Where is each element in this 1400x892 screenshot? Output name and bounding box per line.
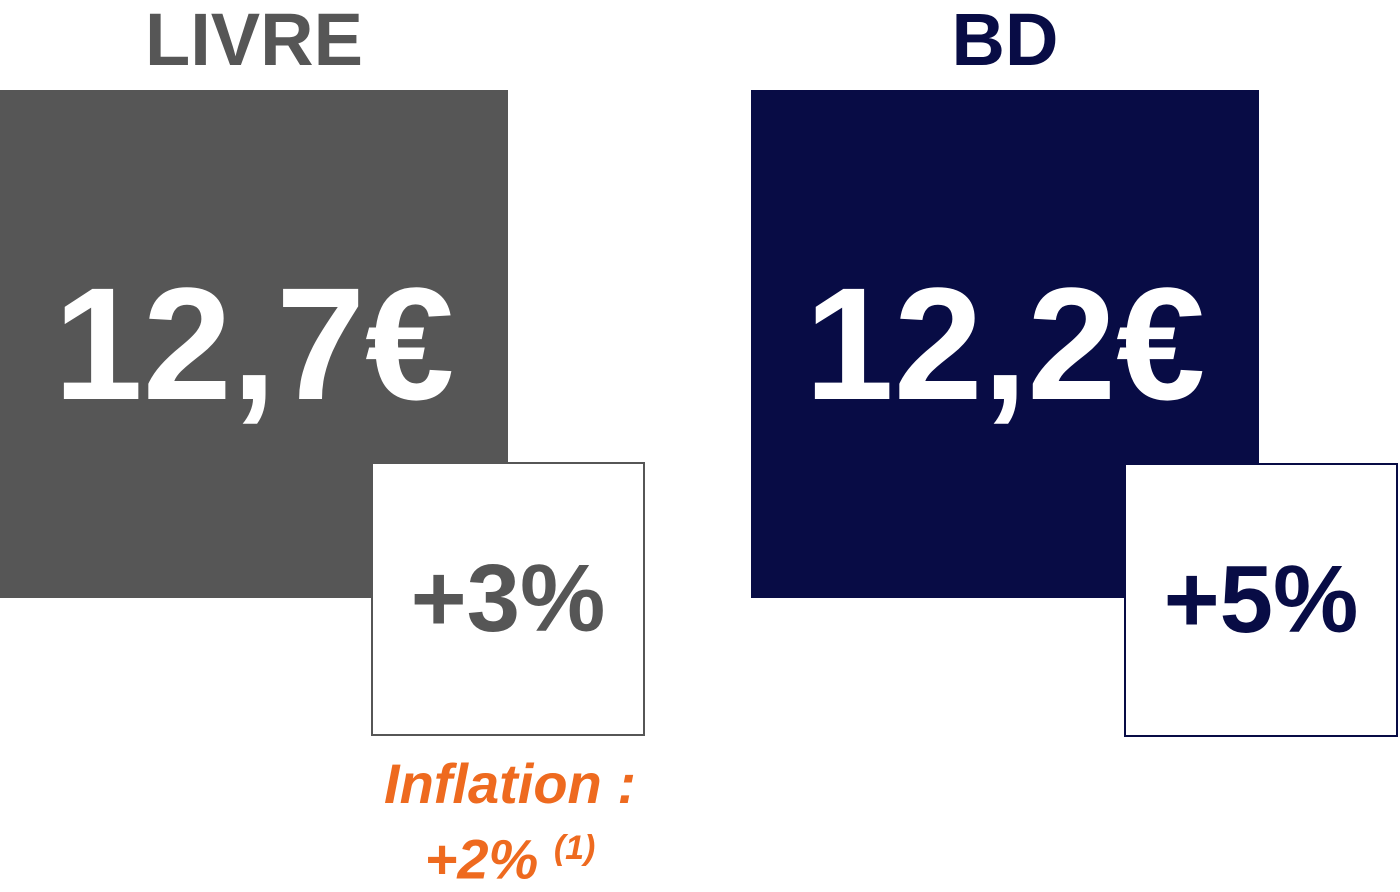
note-line: Inflation :	[384, 752, 636, 815]
panel-title: LIVRE	[145, 0, 363, 81]
change-box: +3%	[371, 462, 645, 736]
price: 12,2€	[804, 254, 1206, 433]
note-ref: (1)	[553, 829, 596, 867]
price-box: 12,7€	[0, 90, 508, 598]
inflation-note: Inflation : +2% (1)	[355, 752, 665, 892]
change: +5%	[1163, 546, 1359, 653]
note-value: +2%	[424, 827, 539, 891]
panel-title: BD	[951, 0, 1059, 81]
price: 12,7€	[53, 254, 455, 433]
change-box: +5%	[1124, 463, 1398, 737]
change: +3%	[410, 545, 606, 652]
